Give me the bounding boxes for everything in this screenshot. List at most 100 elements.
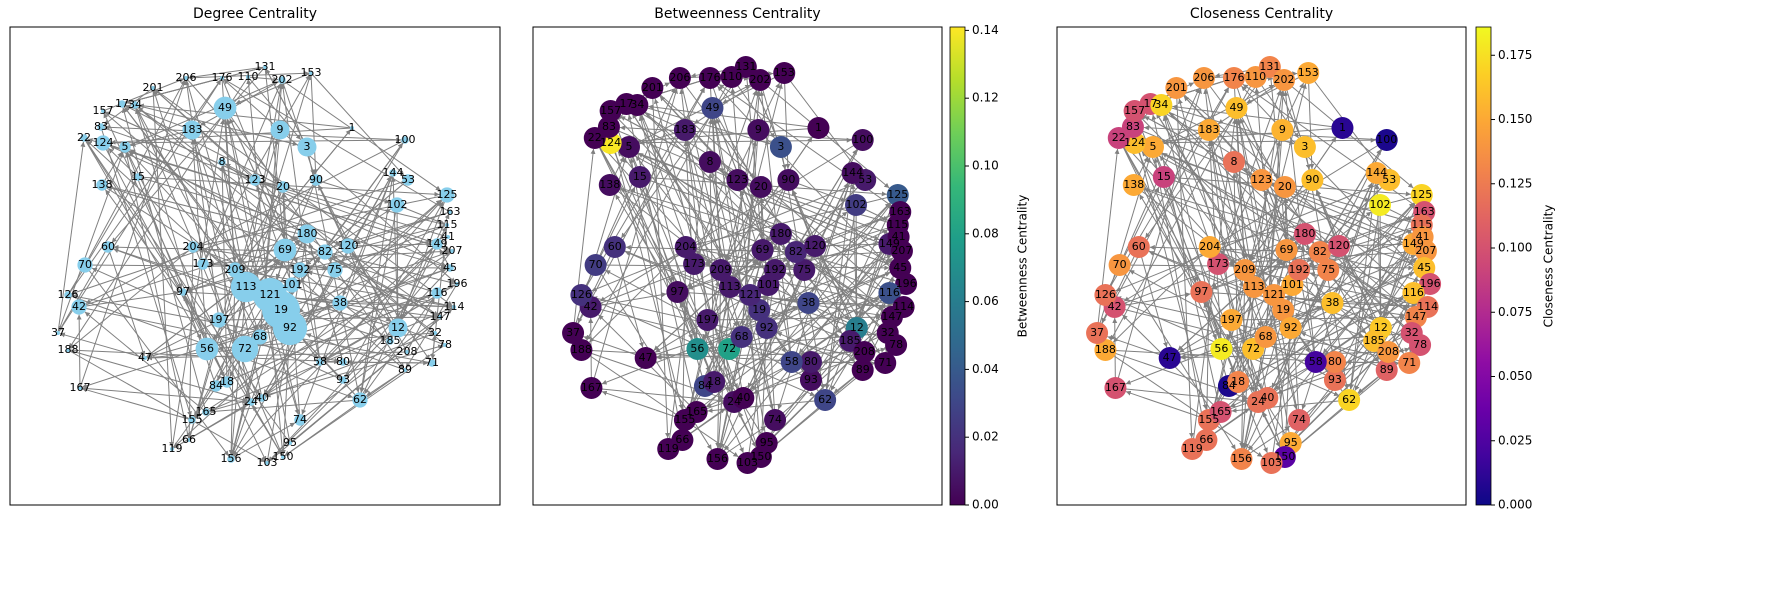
node-label: 138 [599, 178, 620, 191]
node [807, 117, 830, 139]
node-label: 180 [1294, 227, 1315, 240]
edge [124, 152, 190, 441]
node [1260, 452, 1283, 474]
node-label: 1 [815, 121, 822, 134]
node-label: 120 [338, 239, 359, 252]
edge [581, 349, 739, 458]
node-label: 183 [1198, 123, 1219, 136]
node-label: 1 [1339, 121, 1346, 134]
edge [599, 139, 863, 302]
node-label: 173 [1208, 257, 1229, 270]
node-label: 5 [625, 140, 632, 153]
edge [137, 176, 440, 197]
edge [1160, 104, 1374, 321]
node [841, 162, 864, 184]
node [143, 356, 147, 360]
edge [86, 140, 247, 288]
node-label: 45 [443, 261, 457, 274]
edge [1138, 246, 1168, 348]
node-label: 153 [1298, 66, 1319, 79]
edge [342, 201, 444, 381]
axes-frame [532, 26, 943, 506]
node [288, 441, 292, 445]
node-label: 80 [336, 355, 350, 368]
node-label: 60 [1132, 240, 1146, 253]
node-label: 115 [887, 218, 908, 231]
node-label: 74 [293, 413, 307, 426]
node [780, 351, 803, 373]
edge [601, 390, 686, 421]
node [401, 136, 409, 144]
edge [234, 269, 453, 309]
edge [347, 241, 432, 247]
node-label: 202 [272, 73, 293, 86]
edge [351, 252, 399, 329]
node [1227, 371, 1250, 393]
edge [186, 246, 194, 439]
edge [768, 369, 864, 451]
node [1308, 241, 1331, 263]
edge [720, 269, 893, 307]
edge [679, 77, 755, 179]
edge [265, 332, 436, 398]
edge [590, 88, 678, 389]
node-label: 37 [566, 326, 580, 339]
node [96, 179, 108, 191]
node [405, 350, 409, 354]
edge [854, 204, 860, 318]
edge [84, 311, 207, 413]
node-label: 9 [277, 123, 284, 136]
node-label: 83 [94, 120, 108, 133]
node [1419, 273, 1442, 295]
node [438, 315, 442, 319]
node-label: 113 [1243, 280, 1264, 293]
edge [101, 151, 123, 186]
edge [69, 246, 194, 350]
edge [811, 172, 854, 293]
edge [261, 200, 443, 399]
node [1365, 162, 1388, 184]
colorbar-tick-label: 0.000 [1498, 498, 1532, 512]
node-label: 3 [304, 140, 311, 153]
edge [76, 314, 82, 389]
node-label: 196 [896, 277, 917, 290]
node [666, 281, 689, 303]
node [599, 100, 622, 122]
node-label: 116 [879, 286, 900, 299]
edge [1242, 249, 1288, 449]
edge [1244, 136, 1337, 271]
edge [680, 246, 687, 430]
edge [1335, 172, 1378, 293]
node-label: 42 [72, 300, 86, 313]
node-label: 153 [774, 66, 795, 79]
node [277, 181, 289, 193]
node [446, 264, 454, 272]
node-label: 3 [777, 140, 784, 153]
edge [1298, 323, 1408, 421]
node-label: 183 [674, 123, 695, 136]
chart-title: Betweenness Centrality [654, 6, 820, 22]
node-label: 120 [805, 239, 826, 252]
node-label: 201 [143, 81, 164, 94]
node-label: 206 [1193, 71, 1214, 84]
edge [146, 294, 271, 358]
node-label: 93 [1328, 373, 1342, 386]
edge [124, 81, 279, 148]
edge [1172, 104, 1343, 129]
colorbar-tick-label: 0.025 [1498, 433, 1532, 447]
edge [317, 184, 391, 342]
node [1108, 254, 1131, 276]
node-label: 78 [1413, 338, 1427, 351]
node-label: 49 [705, 101, 719, 114]
node-label: 68 [253, 330, 267, 343]
node-label: 38 [801, 296, 815, 309]
node-label: 206 [669, 71, 690, 84]
edge [759, 254, 892, 311]
node [352, 392, 368, 408]
node [777, 169, 800, 191]
edge [1134, 110, 1380, 363]
node-label: 131 [1259, 60, 1280, 73]
node-label: 173 [193, 257, 214, 270]
node-label: 20 [754, 180, 768, 193]
node [263, 65, 267, 69]
